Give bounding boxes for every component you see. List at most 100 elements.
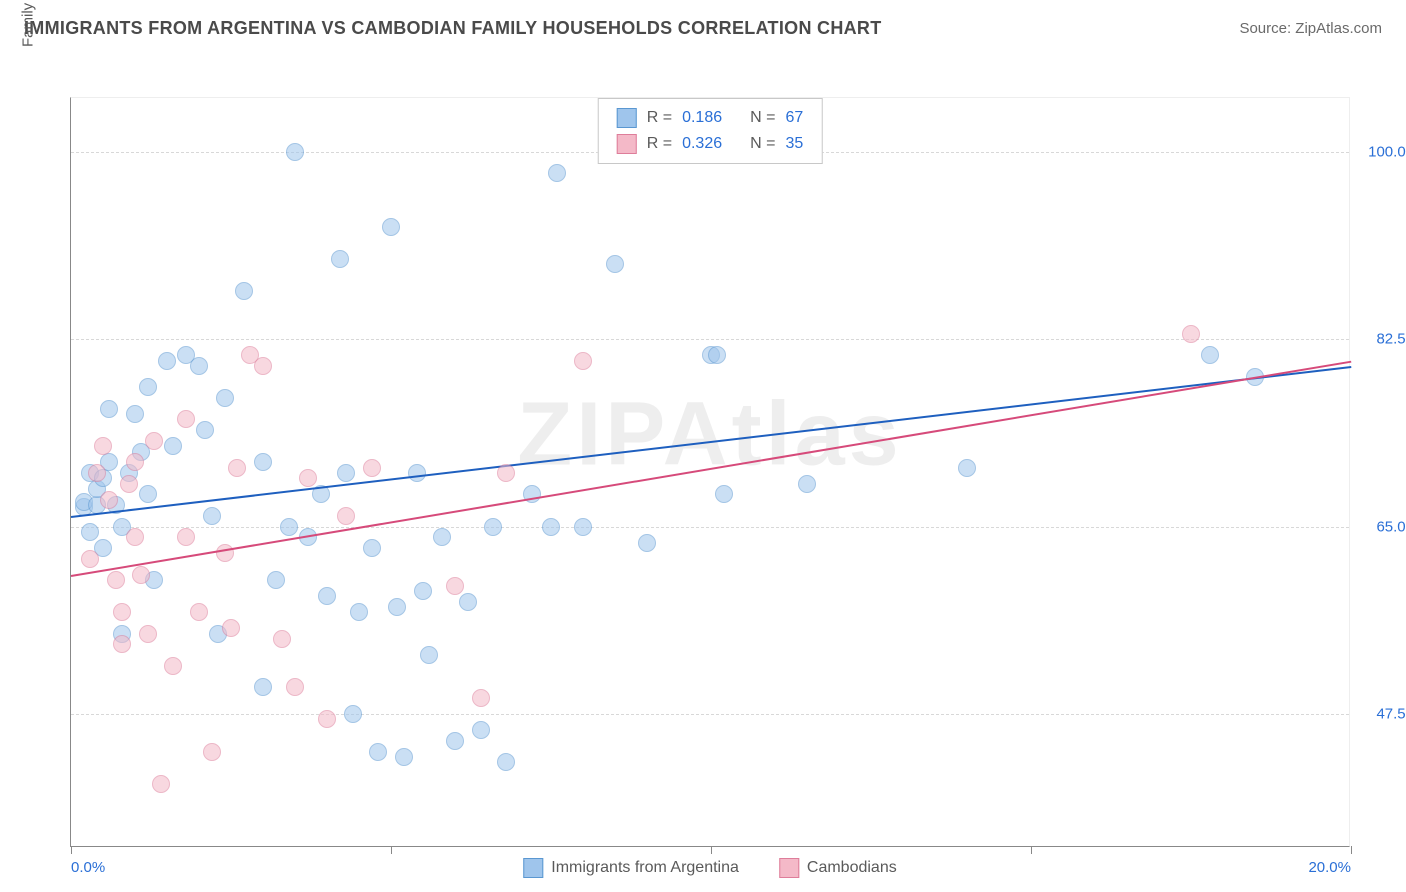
data-point xyxy=(574,518,592,536)
data-point xyxy=(337,507,355,525)
data-point xyxy=(382,218,400,236)
header: IMMIGRANTS FROM ARGENTINA VS CAMBODIAN F… xyxy=(0,0,1406,47)
legend-correlation-row: R = 0.326 N = 35 xyxy=(617,131,804,157)
data-point xyxy=(363,539,381,557)
data-point xyxy=(216,544,234,562)
n-label: N = xyxy=(750,105,775,131)
data-point xyxy=(190,603,208,621)
data-point xyxy=(299,469,317,487)
trend-line xyxy=(71,366,1351,518)
data-point xyxy=(369,743,387,761)
r-value: 0.186 xyxy=(682,105,722,131)
data-point xyxy=(446,577,464,595)
data-point xyxy=(177,528,195,546)
data-point xyxy=(254,453,272,471)
data-point xyxy=(254,357,272,375)
data-point xyxy=(446,732,464,750)
n-value: 67 xyxy=(785,105,803,131)
n-label: N = xyxy=(750,131,775,157)
data-point xyxy=(388,598,406,616)
x-tick xyxy=(71,846,72,854)
watermark: ZIPAtlas xyxy=(517,383,902,486)
gridline xyxy=(71,339,1349,340)
legend-series-label: Immigrants from Argentina xyxy=(551,859,739,877)
data-point xyxy=(81,523,99,541)
data-point xyxy=(113,635,131,653)
data-point xyxy=(1201,346,1219,364)
x-tick xyxy=(1031,846,1032,854)
chart-title: IMMIGRANTS FROM ARGENTINA VS CAMBODIAN F… xyxy=(24,18,882,39)
data-point xyxy=(318,587,336,605)
data-point xyxy=(548,164,566,182)
data-point xyxy=(113,603,131,621)
data-point xyxy=(177,410,195,428)
data-point xyxy=(139,485,157,503)
legend-series-item: Immigrants from Argentina xyxy=(523,858,739,878)
data-point xyxy=(497,464,515,482)
data-point xyxy=(280,518,298,536)
data-point xyxy=(337,464,355,482)
data-point xyxy=(395,748,413,766)
data-point xyxy=(350,603,368,621)
x-tick xyxy=(1351,846,1352,854)
data-point xyxy=(107,571,125,589)
y-tick-label: 65.0% xyxy=(1359,518,1406,535)
r-label: R = xyxy=(647,131,672,157)
data-point xyxy=(484,518,502,536)
data-point xyxy=(222,619,240,637)
data-point xyxy=(958,459,976,477)
data-point xyxy=(100,400,118,418)
data-point xyxy=(286,143,304,161)
data-point xyxy=(267,571,285,589)
data-point xyxy=(715,485,733,503)
data-point xyxy=(459,593,477,611)
x-tick xyxy=(391,846,392,854)
data-point xyxy=(472,689,490,707)
data-point xyxy=(126,405,144,423)
source-attribution: Source: ZipAtlas.com xyxy=(1239,20,1382,37)
data-point xyxy=(472,721,490,739)
data-point xyxy=(433,528,451,546)
data-point xyxy=(542,518,560,536)
legend-swatch xyxy=(617,108,637,128)
data-point xyxy=(414,582,432,600)
data-point xyxy=(228,459,246,477)
y-axis-label: Family Households xyxy=(20,0,37,47)
data-point xyxy=(606,255,624,273)
data-point xyxy=(318,710,336,728)
data-point xyxy=(497,753,515,771)
legend-series-label: Cambodians xyxy=(807,859,897,877)
data-point xyxy=(196,421,214,439)
y-tick-label: 100.0% xyxy=(1359,143,1406,160)
data-point xyxy=(286,678,304,696)
plot-area: ZIPAtlas R = 0.186N = 67R = 0.326N = 35 … xyxy=(70,97,1350,847)
data-point xyxy=(81,550,99,568)
data-point xyxy=(203,743,221,761)
data-point xyxy=(164,657,182,675)
data-point xyxy=(344,705,362,723)
data-point xyxy=(126,453,144,471)
data-point xyxy=(120,475,138,493)
data-point xyxy=(164,437,182,455)
legend-correlation-row: R = 0.186N = 67 xyxy=(617,105,804,131)
data-point xyxy=(708,346,726,364)
x-tick xyxy=(711,846,712,854)
data-point xyxy=(139,378,157,396)
y-tick-label: 47.5% xyxy=(1359,706,1406,723)
x-tick-label: 0.0% xyxy=(71,859,105,876)
data-point xyxy=(132,566,150,584)
data-point xyxy=(158,352,176,370)
n-value: 35 xyxy=(785,131,803,157)
r-value: 0.326 xyxy=(682,131,722,157)
legend-correlation: R = 0.186 N = 67R = 0.326 N = 35 xyxy=(598,98,823,164)
y-tick-label: 82.5% xyxy=(1359,331,1406,348)
legend-series: Immigrants from Argentina Cambodians xyxy=(523,858,896,878)
data-point xyxy=(254,678,272,696)
data-point xyxy=(88,464,106,482)
data-point xyxy=(203,507,221,525)
legend-swatch xyxy=(523,858,543,878)
data-point xyxy=(139,625,157,643)
data-point xyxy=(152,775,170,793)
data-point xyxy=(331,250,349,268)
data-point xyxy=(273,630,291,648)
